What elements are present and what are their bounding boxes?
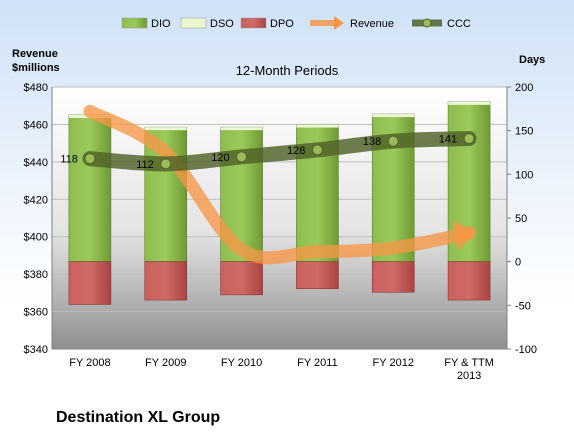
right-tick-label: 0 (515, 257, 521, 269)
left-tick-label: $340 (24, 344, 48, 356)
chart-title: 12-Month Periods (236, 63, 339, 78)
ccc-data-label: 120 (211, 152, 229, 164)
ccc-marker (387, 135, 399, 147)
bar-dpo (68, 261, 112, 305)
x-tick-label: FY 2011 (297, 357, 338, 369)
left-tick-label: $380 (24, 269, 48, 281)
x-tick-label: 2013 (457, 370, 481, 382)
left-axis-label-line1: Revenue (12, 48, 58, 60)
bar-dpo (371, 261, 415, 293)
ccc-data-label: 138 (363, 136, 381, 148)
bar-dpo (296, 261, 339, 290)
x-tick-label: FY 2008 (69, 357, 110, 369)
legend-label: Revenue (350, 18, 394, 30)
right-tick-label: 50 (515, 213, 527, 225)
ccc-marker (236, 151, 248, 163)
revenue-arrowhead (452, 220, 477, 251)
legend-swatch (240, 17, 267, 29)
ccc-data-label: 112 (136, 159, 154, 171)
right-tick-label: 100 (515, 169, 533, 181)
lines: 118 112 120 128 138 141 (60, 104, 477, 265)
bar-dso (448, 101, 491, 105)
legend-arrow (334, 16, 344, 30)
legend: DIO DSO DPO Revenue CCC (121, 16, 471, 30)
bar-dso (220, 127, 263, 131)
ccc-marker (84, 153, 96, 165)
company-name: Destination XL Group (56, 409, 220, 426)
x-tick-label: FY 2012 (373, 357, 414, 369)
bar-dso (144, 127, 187, 131)
left-tick-label: $420 (24, 194, 48, 206)
left-tick-label: $360 (24, 307, 48, 319)
ccc-data-label: 128 (287, 145, 305, 157)
left-tick-label: $400 (24, 232, 48, 244)
ccc-line (82, 131, 477, 172)
bars (68, 101, 491, 305)
right-tick-label: -50 (515, 300, 531, 312)
ccc-marker (160, 158, 172, 170)
ccc-marker (311, 144, 323, 156)
x-tick-label: FY 2010 (221, 357, 262, 369)
right-tick-label: -100 (515, 344, 537, 356)
revenue-line (83, 104, 476, 265)
legend-label: DPO (270, 18, 294, 30)
right-tick-label: 150 (515, 126, 533, 138)
legend-marker (422, 18, 432, 28)
bar-dpo (447, 261, 491, 301)
legend-label: DSO (210, 18, 234, 30)
bar-dio (68, 114, 112, 262)
bar-dpo (220, 261, 263, 296)
legend-swatch (180, 17, 207, 29)
axes: $340 $360 $380 $400 $420 $440 $460 $480 -100 -50 0… (24, 82, 538, 382)
bar-dso (296, 124, 339, 128)
bar-dso (372, 114, 415, 118)
legend-swatch (121, 17, 148, 29)
x-tick-label: FY 2009 (145, 357, 186, 369)
x-tick-label: FY & TTM (444, 357, 494, 369)
ccc-marker (463, 133, 475, 145)
left-tick-label: $480 (24, 82, 48, 94)
left-axis-label-line2: $millions (12, 62, 60, 74)
legend-label: DIO (151, 18, 171, 30)
right-axis-label: Days (519, 54, 545, 66)
left-tick-label: $440 (24, 157, 48, 169)
ccc-data-label: 141 (439, 134, 457, 146)
left-tick-label: $460 (24, 119, 48, 131)
bar-dpo (144, 261, 188, 301)
right-tick-label: 200 (515, 82, 533, 94)
legend-label: CCC (447, 18, 471, 30)
ccc-data-label: 118 (60, 154, 78, 166)
